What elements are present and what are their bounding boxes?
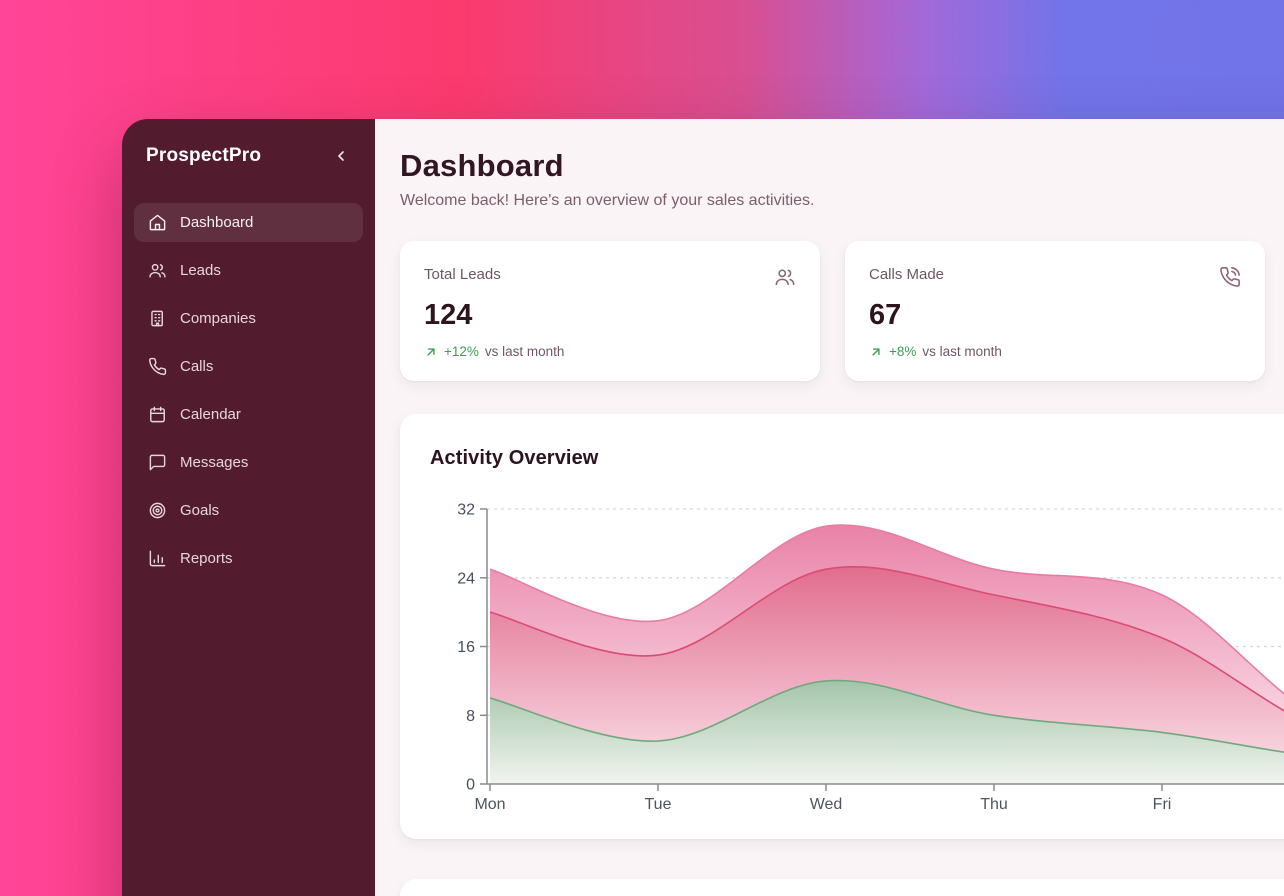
svg-text:Tue: Tue — [645, 796, 672, 813]
sidebar-header: ProspectPro — [134, 119, 363, 191]
app-window: ProspectPro Dashboard — [122, 119, 1284, 896]
sidebar-item-label: Companies — [180, 310, 256, 327]
main-content: Dashboard Welcome back! Here's an overvi… — [375, 119, 1284, 896]
chart-title: Activity Overview — [430, 447, 599, 469]
stat-change: +8% vs last month — [869, 344, 1241, 359]
bar-chart-icon — [148, 549, 167, 568]
stat-card-header: Total Leads — [424, 266, 796, 288]
svg-text:32: 32 — [457, 502, 475, 519]
svg-text:8: 8 — [466, 708, 475, 725]
svg-text:24: 24 — [457, 570, 475, 587]
stat-label: Total Leads — [424, 266, 501, 283]
change-percent: +12% — [444, 344, 479, 359]
message-icon — [148, 453, 167, 472]
users-icon — [774, 266, 796, 288]
app-logo-text: ProspectPro — [146, 145, 262, 166]
trend-up-icon — [869, 345, 883, 359]
sidebar-item-leads[interactable]: Leads — [134, 251, 363, 290]
svg-text:Mon: Mon — [474, 796, 505, 813]
sidebar: ProspectPro Dashboard — [122, 119, 375, 896]
sidebar-item-companies[interactable]: Companies — [134, 299, 363, 338]
sidebar-item-calendar[interactable]: Calendar — [134, 395, 363, 434]
change-suffix: vs last month — [484, 344, 565, 359]
calendar-icon — [148, 405, 167, 424]
page-subtitle: Welcome back! Here's an overview of your… — [400, 192, 815, 209]
sidebar-item-messages[interactable]: Messages — [134, 443, 363, 482]
sidebar-item-label: Leads — [180, 262, 221, 279]
stat-card-calls-made: Calls Made 67 +8% vs last month — [845, 241, 1265, 381]
stat-label: Calls Made — [869, 266, 945, 283]
change-suffix: vs last month — [922, 344, 1002, 359]
sidebar-item-label: Dashboard — [180, 214, 254, 231]
target-icon — [148, 501, 167, 520]
svg-text:16: 16 — [457, 639, 475, 656]
svg-text:0: 0 — [466, 777, 475, 794]
building-icon — [148, 309, 167, 328]
stat-card-header: Calls Made — [869, 266, 1241, 288]
activity-overview-card: Activity Overview 0 8 16 24 32 Mon Tue Wed Thu Fr… — [400, 414, 1284, 839]
activity-area-chart: 08162432MonTueWedThuFriSatSun — [400, 496, 1284, 826]
sidebar-collapse-button[interactable] — [331, 146, 351, 166]
phone-call-icon — [1219, 266, 1241, 288]
sidebar-item-reports[interactable]: Reports — [134, 539, 363, 578]
sidebar-item-label: Calls — [180, 358, 214, 375]
sidebar-item-goals[interactable]: Goals — [134, 491, 363, 530]
sidebar-item-label: Goals — [180, 502, 220, 519]
sidebar-item-label: Calendar — [180, 406, 241, 423]
sidebar-item-label: Messages — [180, 454, 249, 471]
page-header: Dashboard Welcome back! Here's an overvi… — [400, 148, 1284, 210]
sidebar-item-calls[interactable]: Calls — [134, 347, 363, 386]
svg-text:Fri: Fri — [1153, 796, 1172, 813]
sidebar-item-dashboard[interactable]: Dashboard — [134, 203, 363, 242]
stat-change: +12% vs last month — [424, 344, 796, 359]
sidebar-item-label: Reports — [180, 550, 233, 567]
stat-value: 124 — [424, 299, 473, 331]
users-icon — [148, 261, 167, 280]
home-icon — [148, 213, 167, 232]
chevron-left-icon — [333, 148, 349, 164]
phone-icon — [148, 357, 167, 376]
stats-row: Total Leads 124 +12% vs last month — [400, 241, 1284, 381]
partial-card-below — [400, 879, 1284, 896]
change-percent: +8% — [889, 344, 917, 359]
svg-text:Wed: Wed — [810, 796, 843, 813]
page-title: Dashboard — [400, 148, 564, 183]
svg-text:Thu: Thu — [980, 796, 1008, 813]
trend-up-icon — [424, 345, 438, 359]
sidebar-nav: Dashboard Leads Companies — [134, 203, 363, 578]
stat-value: 67 — [869, 299, 902, 331]
stat-card-total-leads: Total Leads 124 +12% vs last month — [400, 241, 820, 381]
